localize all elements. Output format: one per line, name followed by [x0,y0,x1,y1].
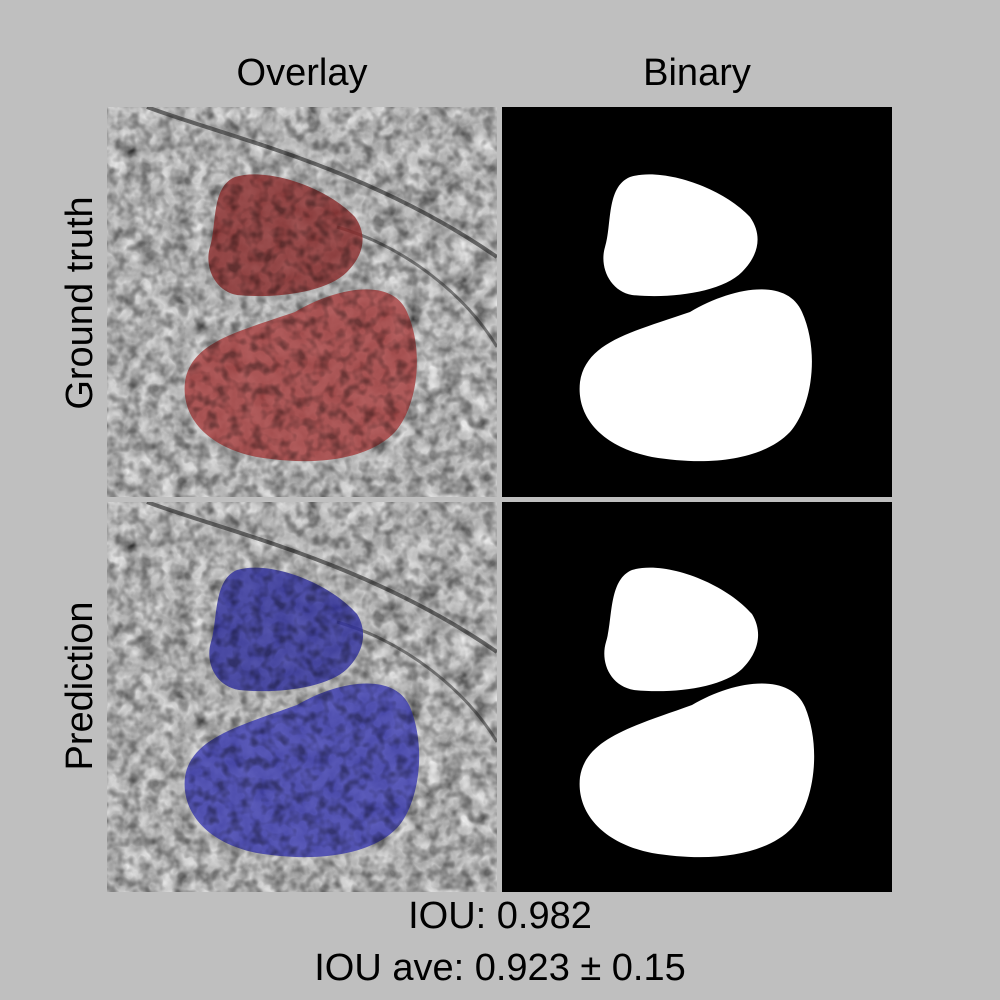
prediction-overlay-image [107,502,497,892]
prediction-binary-mask [502,502,892,892]
ground-truth-overlay-image [107,107,497,497]
prediction-row-title: Prediction [59,601,101,771]
ground-truth-binary-mask [502,107,892,497]
iou-average: IOU ave: 0.923 ± 0.15 [314,947,686,989]
ground-truth-row-title: Ground truth [59,196,101,410]
binary-column-title: Binary [643,52,751,94]
iou-score: IOU: 0.982 [408,895,592,937]
overlay-column-title: Overlay [236,52,368,94]
